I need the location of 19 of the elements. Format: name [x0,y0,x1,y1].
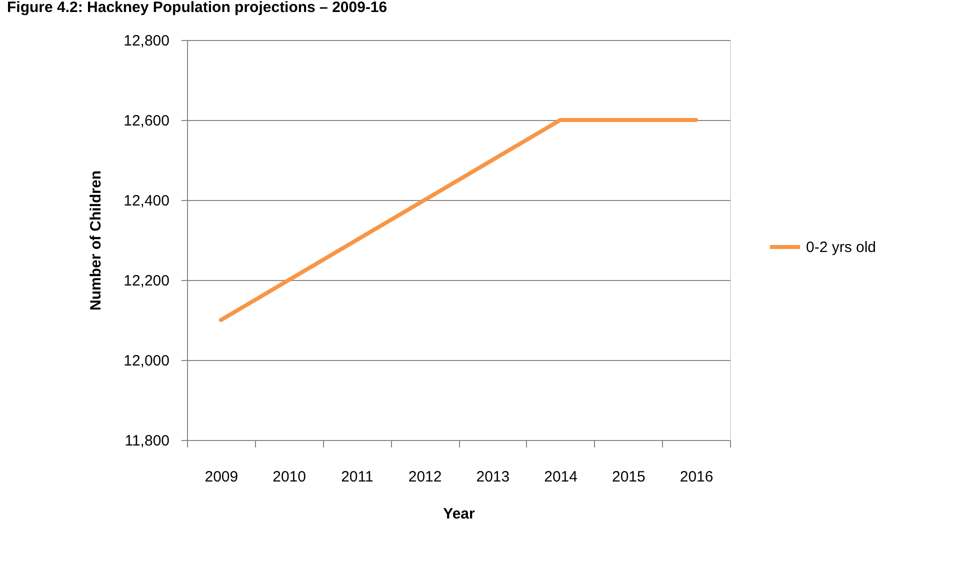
y-tick-label: 12,200 [124,272,170,290]
x-tick-label: 2009 [204,468,238,486]
x-axis-title: Year [443,506,476,522]
y-tick-label: 12,800 [124,32,170,50]
y-tick-label: 12,000 [124,352,170,370]
x-tick-label: 2014 [544,468,578,486]
x-tick-label: 2012 [408,468,442,486]
x-tick-label: 2010 [272,468,306,486]
x-tick-label: 2013 [476,468,510,486]
x-tick-label: 2016 [680,468,714,486]
x-tick-label: 2011 [341,468,374,486]
y-tick-label: 11,800 [124,432,170,450]
y-axis-title: Number of Children [88,170,105,311]
y-tick-label: 12,400 [124,192,170,210]
line-series [218,118,698,322]
y-tick-label: 12,600 [124,112,170,130]
legend-label: 0-2 yrs old [806,239,876,256]
x-tick-label: 2015 [612,468,646,486]
chart-title: Figure 4.2: Hackney Population projections – 2009-16 [7,0,388,16]
